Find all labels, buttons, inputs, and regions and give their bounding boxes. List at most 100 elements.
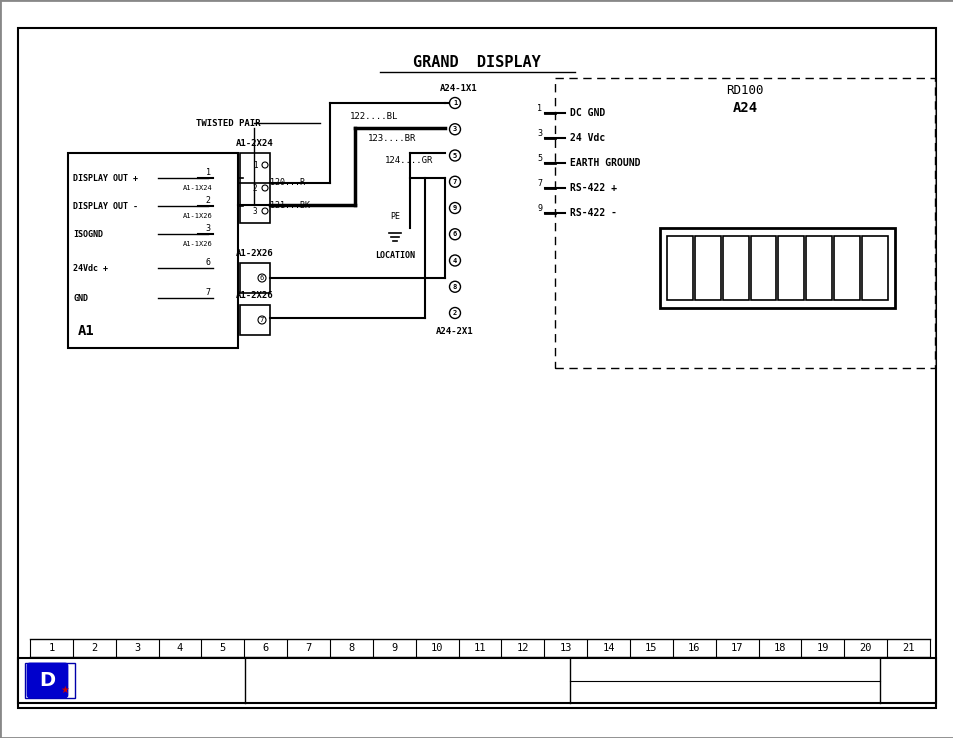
Text: 5: 5 <box>453 153 456 159</box>
Text: 20: 20 <box>859 643 871 653</box>
Text: 120...R: 120...R <box>270 178 305 187</box>
Text: 13: 13 <box>558 643 572 653</box>
Text: 10: 10 <box>431 643 443 653</box>
Text: LOCATION: LOCATION <box>375 251 415 260</box>
Circle shape <box>449 202 460 213</box>
Text: 4: 4 <box>176 643 183 653</box>
Text: 7: 7 <box>205 288 211 297</box>
Text: A1: A1 <box>78 324 94 338</box>
Text: 7: 7 <box>537 179 542 187</box>
Bar <box>750 236 776 300</box>
Text: 3: 3 <box>253 207 257 215</box>
FancyBboxPatch shape <box>28 664 67 697</box>
Bar <box>666 236 692 300</box>
Circle shape <box>449 176 460 187</box>
Text: 8: 8 <box>348 643 355 653</box>
Text: DC GND: DC GND <box>569 108 604 118</box>
Text: 24Vdc +: 24Vdc + <box>73 263 108 272</box>
Circle shape <box>449 308 460 319</box>
Text: 24 Vdc: 24 Vdc <box>569 133 604 143</box>
Text: 3: 3 <box>537 128 542 137</box>
Circle shape <box>449 229 460 240</box>
Text: 3: 3 <box>453 126 456 132</box>
Text: 4: 4 <box>453 258 456 263</box>
Circle shape <box>257 274 266 282</box>
Text: 2: 2 <box>253 184 257 193</box>
Bar <box>240 263 270 293</box>
Circle shape <box>449 124 460 135</box>
Bar <box>778 236 803 300</box>
Circle shape <box>449 281 460 292</box>
Text: RS-422 +: RS-422 + <box>569 183 617 193</box>
Text: DISPLAY OUT +: DISPLAY OUT + <box>73 173 138 182</box>
Text: 1: 1 <box>453 100 456 106</box>
Circle shape <box>449 150 460 161</box>
Bar <box>862 236 887 300</box>
Text: A1-2X26: A1-2X26 <box>236 291 274 300</box>
Text: 8: 8 <box>453 283 456 290</box>
Bar <box>694 236 720 300</box>
Text: 6: 6 <box>259 275 264 281</box>
Text: PE: PE <box>390 212 399 221</box>
Circle shape <box>449 97 460 108</box>
Text: 2: 2 <box>453 310 456 316</box>
Text: RS-422 -: RS-422 - <box>569 208 617 218</box>
Circle shape <box>262 208 268 214</box>
Text: 123....BR: 123....BR <box>368 134 416 142</box>
Text: A1-2X24: A1-2X24 <box>236 139 274 148</box>
Text: 124....GR: 124....GR <box>385 156 433 165</box>
Bar <box>25 663 75 698</box>
Text: 14: 14 <box>601 643 614 653</box>
Circle shape <box>449 255 460 266</box>
Text: 1: 1 <box>253 160 257 170</box>
Text: 6: 6 <box>453 231 456 237</box>
Bar <box>805 236 831 300</box>
Text: A24-1X1: A24-1X1 <box>439 83 477 92</box>
Text: 19: 19 <box>816 643 828 653</box>
Text: 7: 7 <box>453 179 456 184</box>
Bar <box>68 153 237 348</box>
Bar <box>240 153 270 223</box>
Bar <box>833 236 860 300</box>
Text: 3: 3 <box>205 224 211 232</box>
Text: 11: 11 <box>474 643 486 653</box>
Text: 1: 1 <box>537 103 542 112</box>
Text: D: D <box>39 671 55 690</box>
Text: 2: 2 <box>91 643 97 653</box>
Text: 7: 7 <box>259 317 264 323</box>
Circle shape <box>257 316 266 324</box>
Text: 9: 9 <box>391 643 397 653</box>
Text: 5: 5 <box>219 643 226 653</box>
Text: 121...BK: 121...BK <box>270 201 310 210</box>
Text: A1-1X26: A1-1X26 <box>183 213 213 219</box>
Text: 2: 2 <box>205 196 211 204</box>
Text: 1: 1 <box>49 643 54 653</box>
Bar <box>18 658 935 703</box>
Bar <box>240 305 270 335</box>
Text: A1-1X24: A1-1X24 <box>183 185 213 191</box>
Text: A24-2X1: A24-2X1 <box>436 326 474 336</box>
Text: 5: 5 <box>537 154 542 162</box>
Text: GRAND  DISPLAY: GRAND DISPLAY <box>413 55 540 70</box>
Circle shape <box>262 162 268 168</box>
Bar <box>659 228 894 308</box>
Text: ★: ★ <box>61 685 70 695</box>
Circle shape <box>262 185 268 191</box>
Text: 6: 6 <box>262 643 269 653</box>
Text: GND: GND <box>73 294 88 303</box>
Text: 1: 1 <box>205 168 211 176</box>
Text: 3: 3 <box>133 643 140 653</box>
Text: A1-2X26: A1-2X26 <box>236 249 274 258</box>
Bar <box>722 236 748 300</box>
Text: 122....BL: 122....BL <box>350 111 398 120</box>
Text: A1-1X26: A1-1X26 <box>183 241 213 247</box>
Text: TWISTED PAIR: TWISTED PAIR <box>195 119 260 128</box>
Text: 16: 16 <box>687 643 700 653</box>
Text: 17: 17 <box>730 643 742 653</box>
Text: 9: 9 <box>537 204 542 213</box>
Text: 12: 12 <box>517 643 529 653</box>
Text: EARTH GROUND: EARTH GROUND <box>569 158 639 168</box>
Text: 9: 9 <box>453 205 456 211</box>
Text: RD100: RD100 <box>725 83 763 97</box>
Text: ISOGND: ISOGND <box>73 230 103 238</box>
